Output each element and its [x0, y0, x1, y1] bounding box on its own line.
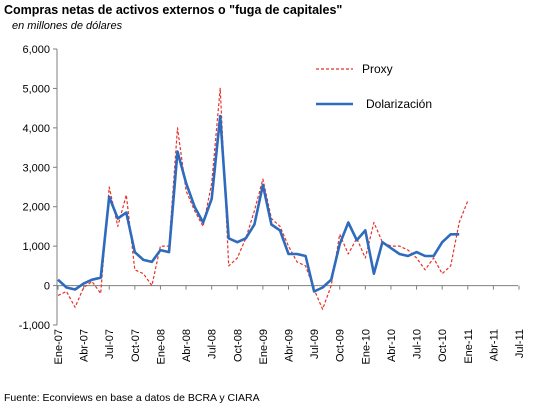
x-tick-label: Abr-11 — [488, 329, 500, 361]
chart-title: Compras netas de activos externos o "fug… — [4, 3, 343, 17]
x-tick-label: Ene-10 — [360, 329, 372, 364]
x-tick-label: Oct-07 — [130, 329, 142, 362]
series-layer — [57, 87, 469, 310]
x-tick-label: Jul-11 — [514, 329, 526, 358]
legend-label: Dolarización — [366, 97, 432, 111]
x-tick-label: Jul-09 — [309, 329, 321, 359]
chart-source: Fuente: Econviews en base a datos de BCR… — [4, 392, 260, 404]
y-tick-label: -1,000 — [19, 320, 50, 332]
chart-legend: Proxy Dolarización — [316, 62, 432, 111]
x-tick-label: Oct-08 — [232, 329, 244, 362]
chart-subtitle: en millones de dólares — [12, 20, 123, 32]
x-tick-label: Abr-09 — [284, 329, 296, 362]
x-tick-label: Abr-10 — [386, 329, 398, 362]
legend-label: Proxy — [362, 62, 393, 76]
chart-plot: -1,000 0 1,000 2,000 3,000 4,000 5,000 6,000 Ene… — [19, 44, 526, 364]
x-tick-label: Ene-08 — [155, 329, 167, 364]
y-tick-label: 0 — [44, 281, 50, 293]
x-tick-label: Oct-09 — [335, 329, 347, 362]
y-tick-label: 4,000 — [22, 123, 50, 135]
y-tick-label: 1,000 — [22, 241, 50, 253]
x-tick-label: Abr-08 — [181, 329, 193, 362]
x-tick-label: Abr-07 — [79, 329, 91, 362]
x-tick-label: Oct-10 — [437, 329, 449, 362]
x-tick-label: Ene-07 — [53, 329, 65, 364]
x-tick-label: Jul-10 — [412, 329, 424, 359]
series-line-dolarizacion — [57, 114, 460, 293]
x-tick-label: Ene-11 — [463, 329, 475, 364]
y-tick-label: 6,000 — [22, 44, 50, 56]
y-tick-label: 3,000 — [22, 162, 50, 174]
series-line-proxy — [57, 87, 469, 310]
x-tick-label: Ene-09 — [258, 329, 270, 364]
chart-axes: -1,000 0 1,000 2,000 3,000 4,000 5,000 6,000 Ene… — [19, 44, 526, 364]
y-tick-label: 2,000 — [22, 202, 50, 214]
y-tick-label: 5,000 — [22, 83, 50, 95]
x-tick-label: Jul-07 — [104, 329, 116, 359]
x-tick-label: Jul-08 — [207, 329, 219, 359]
